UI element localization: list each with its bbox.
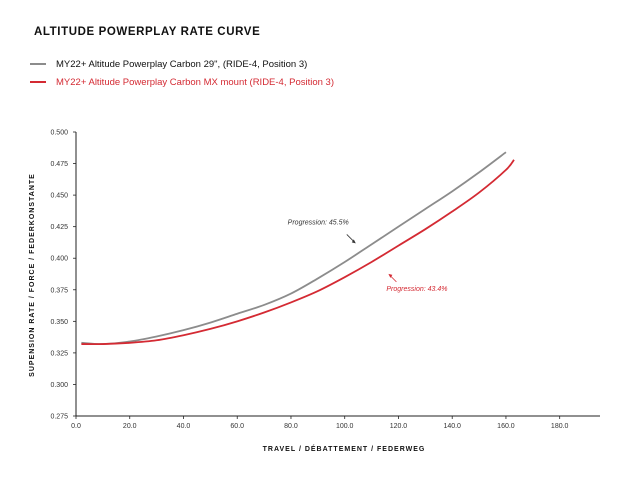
- y-tick-label: 0.500: [50, 130, 68, 137]
- y-tick-label: 0.450: [50, 193, 68, 200]
- legend-label-carbon-29: MY22+ Altitude Powerplay Carbon 29", (RI…: [56, 58, 308, 70]
- y-tick-label: 0.375: [50, 287, 68, 294]
- x-tick-label: 40.0: [177, 423, 191, 430]
- chart-series: [81, 151, 515, 346]
- x-tick-label: 100.0: [336, 423, 354, 430]
- y-tick-label: 0.400: [50, 256, 68, 263]
- chart-axes: 0.0 20.0 40.0 60.0 80.0 100.0 120.0 140.0 160.0 1…: [50, 130, 600, 430]
- x-tick-label: 20.0: [123, 423, 137, 430]
- series-line-carbon-29: [81, 151, 507, 345]
- x-tick-label: 140.0: [443, 423, 461, 430]
- y-tick-label: 0.425: [50, 224, 68, 231]
- y-tick-label: 0.350: [50, 319, 68, 326]
- x-axis-label: TRAVEL / DÉBATTEMENT / FEDERWEG: [263, 444, 426, 453]
- x-tick-label: 160.0: [497, 423, 515, 430]
- chart-annotations: Progression: 45.5% Progression: 43.4%: [288, 219, 448, 292]
- y-axis-label: SUPENSION RATE / FORCE / FEDERKONSTANTE: [29, 173, 36, 377]
- x-tick-label: 60.0: [230, 423, 244, 430]
- y-tick-label: 0.275: [50, 414, 68, 421]
- annotation-arrowhead-carbon-29: [351, 239, 356, 244]
- y-tick-label: 0.475: [50, 161, 68, 168]
- x-tick-label: 120.0: [390, 423, 408, 430]
- y-tick-label: 0.325: [50, 350, 68, 357]
- x-tick-label: 180.0: [551, 423, 569, 430]
- x-tick-label: 80.0: [284, 423, 298, 430]
- legend: MY22+ Altitude Powerplay Carbon 29", (RI…: [30, 56, 334, 92]
- annotation-progression-carbon-mx: Progression: 43.4%: [386, 286, 447, 293]
- legend-item-carbon-mx: MY22+ Altitude Powerplay Carbon MX mount…: [30, 74, 334, 90]
- annotation-progression-carbon-29: Progression: 45.5%: [288, 219, 349, 226]
- legend-item-carbon-29: MY22+ Altitude Powerplay Carbon 29", (RI…: [30, 56, 334, 72]
- series-line-carbon-mx: [81, 159, 515, 346]
- chart-title: ALTITUDE POWERPLAY RATE CURVE: [34, 26, 261, 38]
- annotation-arrowhead-carbon-mx: [388, 273, 393, 278]
- legend-swatch-gray: [30, 63, 46, 65]
- y-tick-label: 0.300: [50, 382, 68, 389]
- x-tick-label: 0.0: [71, 423, 81, 430]
- legend-label-carbon-mx: MY22+ Altitude Powerplay Carbon MX mount…: [56, 76, 335, 88]
- legend-swatch-red: [30, 81, 46, 83]
